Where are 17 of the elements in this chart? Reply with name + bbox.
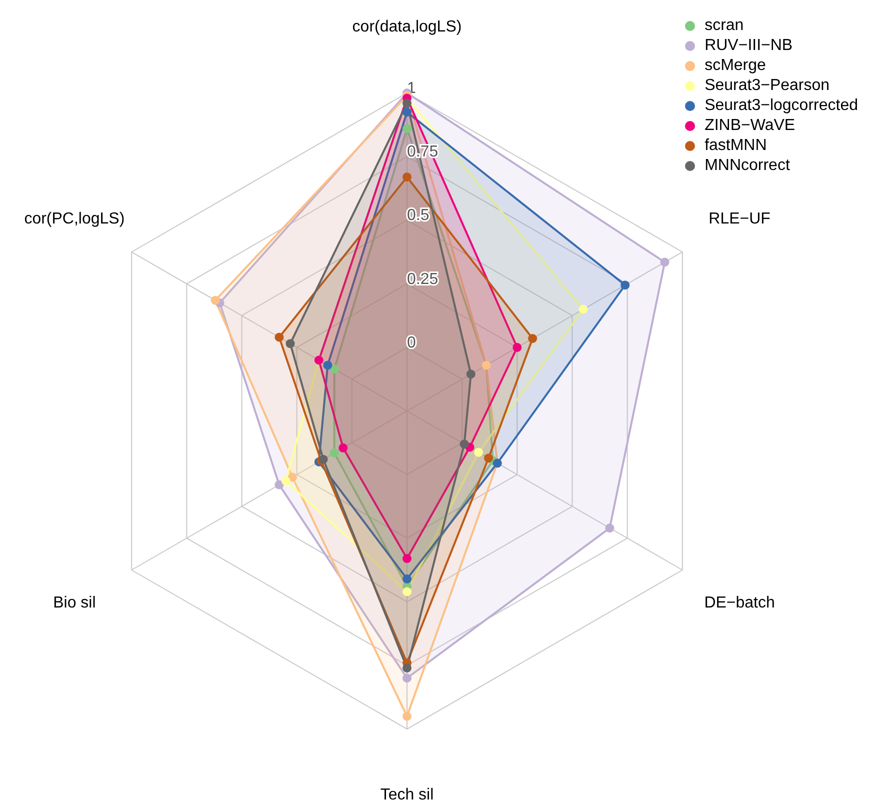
y-tick-label: 0.5 [407, 207, 430, 224]
spoke-label: cor(data,logLS) [352, 18, 462, 36]
spoke-label: Bio sil [53, 594, 96, 612]
spoke-label: Tech sil [380, 786, 434, 804]
legend-label: scMerge [704, 57, 766, 75]
y-tick-label: 0 [407, 334, 416, 352]
spoke-label: cor(PC,logLS) [24, 210, 125, 228]
legend-label: fastMNN [704, 137, 767, 155]
spoke-label: RLE−UF [708, 210, 771, 228]
legend-label: scran [704, 17, 744, 35]
legend-label: ZINB−WaVE [704, 117, 796, 135]
legend-label: Seurat3−logcorrected [704, 97, 858, 115]
y-tick-label: 0.25 [407, 270, 438, 288]
spoke-label: DE−batch [704, 594, 775, 612]
legend-label: RUV−III−NB [704, 37, 793, 55]
legend-label: MNNcorrect [704, 157, 790, 175]
legend-label: Seurat3−Pearson [704, 77, 830, 95]
